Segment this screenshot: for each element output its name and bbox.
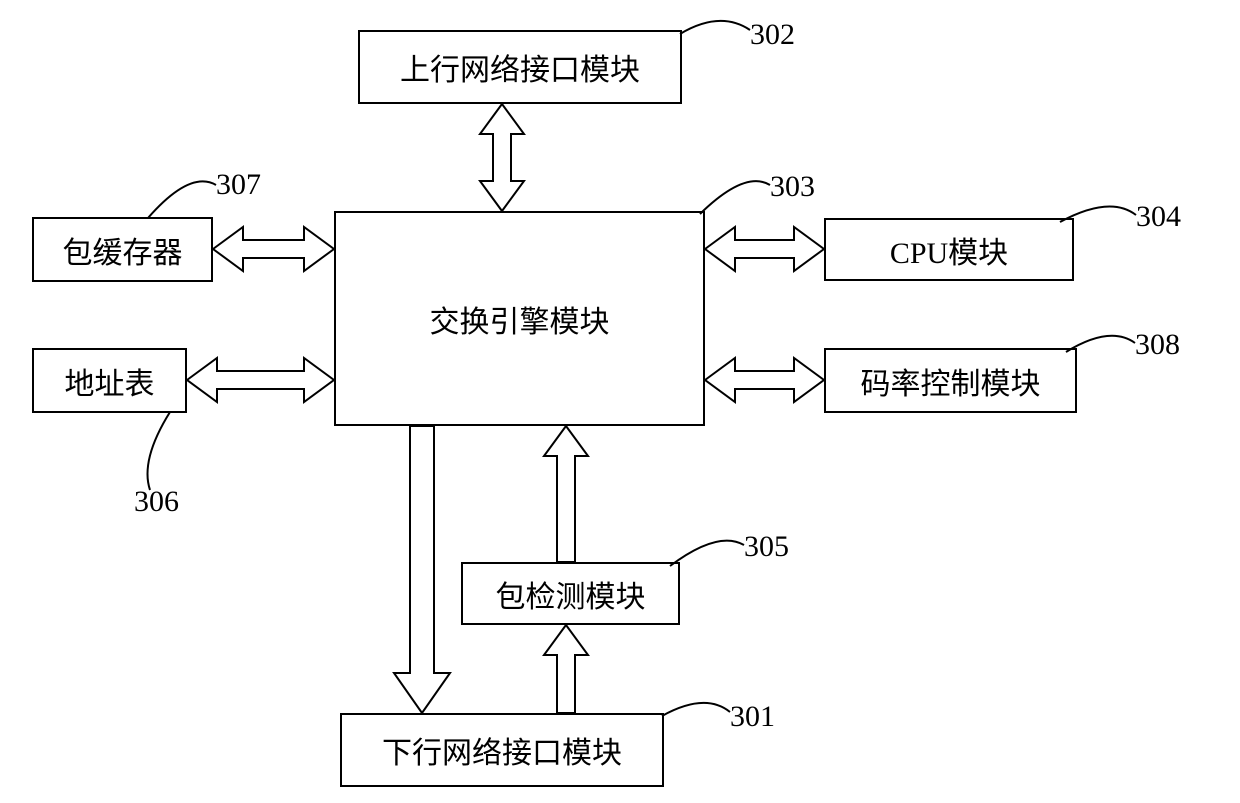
node-n302: 上行网络接口模块: [358, 30, 682, 104]
node-n301: 下行网络接口模块: [340, 713, 664, 787]
callout-c301: 301: [730, 700, 775, 734]
node-n307: 包缓存器: [32, 217, 213, 282]
callout-c302: 302: [750, 18, 795, 52]
callout-c306: 306: [134, 485, 179, 519]
callout-c303: 303: [770, 170, 815, 204]
node-n305: 包检测模块: [461, 562, 680, 625]
node-n304: CPU模块: [824, 218, 1074, 281]
node-n308: 码率控制模块: [824, 348, 1077, 413]
node-label: 地址表: [65, 359, 155, 403]
callout-c304: 304: [1136, 200, 1181, 234]
node-label: CPU模块: [890, 228, 1008, 272]
node-label: 包检测模块: [496, 572, 646, 616]
node-label: 上行网络接口模块: [400, 45, 640, 89]
diagram-canvas: 上行网络接口模块交换引擎模块 包缓存器 CPU模块地址表 码率控制模块包检测模块下行网…: [0, 0, 1240, 803]
callout-c305: 305: [744, 530, 789, 564]
node-n306: 地址表: [32, 348, 187, 413]
callout-c307: 307: [216, 168, 261, 202]
node-label: 下行网络接口模块: [382, 728, 622, 772]
callout-c308: 308: [1135, 328, 1180, 362]
node-n303: 交换引擎模块: [334, 211, 705, 426]
node-label: 码率控制模块: [861, 359, 1041, 403]
node-label: 交换引擎模块: [430, 297, 610, 341]
node-label: 包缓存器: [63, 228, 183, 272]
